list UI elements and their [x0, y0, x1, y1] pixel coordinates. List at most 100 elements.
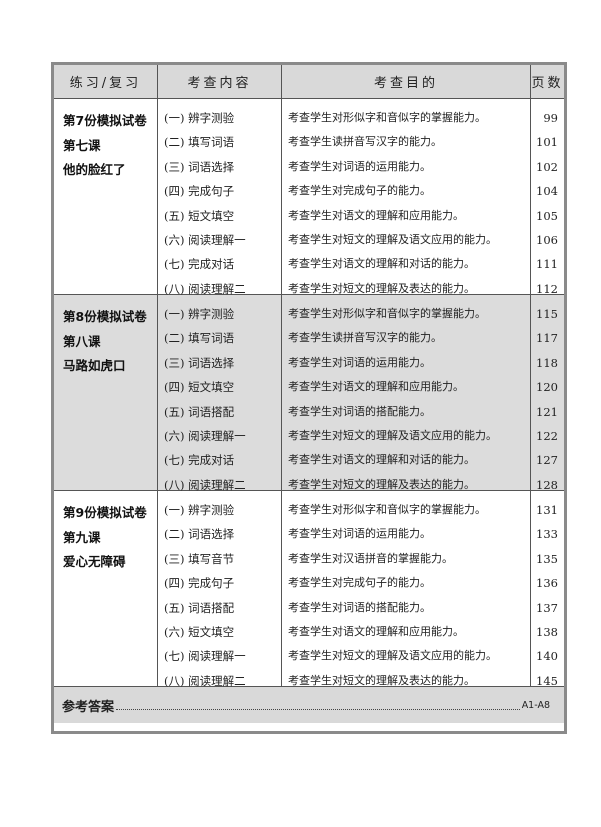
answers-title: 参考答案	[62, 699, 115, 715]
page-column: 115 117 118 120 121 122 127 128	[531, 295, 564, 492]
content-column: (一) 辨字测验 (二) 填写词语 (三) 词语选择 (四) 完成句子 (五) 短文填空…	[158, 99, 282, 296]
section-title-line: 马路如虎口	[63, 358, 126, 373]
section-row: 第7份模拟试卷 第七课 他的脸红了 (一) 辨字测验 (二) 填写词语 (三) 词语选择(…	[54, 99, 564, 296]
table-header: 练习/复习 考查内容 考查目的 页数	[54, 65, 564, 99]
item-content[interactable]: (七) 完成对话	[164, 453, 235, 468]
header-pages: 页数	[531, 76, 564, 91]
item-page: 118	[536, 355, 558, 370]
item-page: 105	[536, 208, 558, 223]
item-content[interactable]: (三) 填写音节	[164, 551, 235, 566]
item-content[interactable]: (六) 阅读理解一	[164, 428, 246, 443]
item-purpose: 考查学生对形似字和音似字的掌握能力。	[288, 307, 486, 320]
item-content[interactable]: (二) 填写词语	[164, 331, 235, 346]
section-title-line: 第九课	[63, 529, 101, 545]
item-page: 117	[536, 331, 558, 346]
item-content[interactable]: (八) 阅读理解二	[164, 477, 246, 492]
item-page: 131	[536, 503, 558, 517]
item-content[interactable]: (三) 词语选择	[164, 355, 235, 370]
item-page: 115	[536, 307, 558, 321]
contents-table: 练习/复习 考查内容 考查目的 页数 第7份模拟试卷 第七课他的脸红了 (一) 辨字…	[51, 62, 567, 734]
item-page: 120	[536, 380, 558, 395]
item-content[interactable]: (八) 阅读理解二	[164, 281, 246, 296]
section-title-line: 他的脸红了	[63, 162, 126, 177]
item-purpose: 考查学生对完成句子的能力。	[288, 184, 431, 198]
item-purpose: 考查学生对形似字和音似字的掌握能力。	[288, 111, 486, 124]
item-page: 135	[536, 551, 558, 566]
item-page: 136	[536, 576, 558, 591]
section-title: 第8份模拟试卷 第八课马路如虎口	[54, 295, 158, 490]
item-purpose: 考查学生对词语的搭配能力。	[288, 404, 431, 418]
item-purpose: 考查学生对词语的运用能力。	[288, 355, 431, 369]
item-page: 133	[536, 527, 558, 542]
item-content[interactable]: (五) 词语搭配	[164, 404, 235, 419]
item-content[interactable]: (四) 完成句子	[164, 576, 235, 591]
header-purpose: 考查目的	[282, 65, 531, 98]
header-practice: 练习/复习	[54, 65, 158, 98]
section-row: 第9份模拟试卷 第九课 爱心无障碍 (一) 辨字测验 (二) 词语选择 (三) 填写音节(…	[54, 491, 564, 688]
item-purpose: 考查学生对语文的理解和应用能力。	[288, 208, 464, 222]
item-content[interactable]: (四) 短文填空	[164, 380, 235, 395]
item-page: 145	[536, 673, 558, 688]
section-title-line: 第八课	[63, 333, 101, 349]
page-column: 131 133 135 136 137 138 140 145	[531, 491, 564, 688]
item-page: 121	[536, 404, 558, 419]
item-page: 138	[536, 624, 558, 639]
section-title: 第9份模拟试卷 第九课爱心无障碍	[54, 491, 158, 686]
item-content[interactable]: (一) 辨字测验	[164, 111, 235, 125]
item-content[interactable]: (七) 完成对话	[164, 257, 235, 272]
item-purpose: 考查学生对短文的理解及语文应用的能力。	[288, 649, 497, 663]
answers-pages: A1-A8	[521, 699, 550, 711]
item-purpose: 考查学生对形似字和音似字的掌握能力。	[288, 503, 486, 516]
item-page: 102	[536, 159, 558, 174]
header-content: 考查内容	[158, 65, 282, 98]
item-page: 101	[536, 135, 558, 150]
item-purpose: 考查学生对短文的理解及表达的能力。	[288, 281, 475, 295]
item-content[interactable]: (一) 辨字测验	[164, 503, 235, 517]
item-purpose: 考查学生对短文的理解及表达的能力。	[288, 673, 475, 687]
item-page: 140	[536, 649, 558, 664]
item-purpose: 考查学生对短文的理解及表达的能力。	[288, 477, 475, 491]
item-page: 106	[536, 232, 558, 247]
item-purpose: 考查学生对完成句子的能力。	[288, 576, 431, 590]
item-page: 128	[536, 477, 558, 492]
item-content[interactable]: (五) 短文填空	[164, 208, 235, 223]
leader-dots	[116, 701, 520, 710]
item-content[interactable]: (七) 阅读理解一	[164, 649, 246, 664]
answers-row[interactable]: 参考答案 A1-A8	[54, 687, 564, 723]
content-column: (一) 辨字测验 (二) 词语选择 (三) 填写音节 (四) 完成句子 (五) 词语搭配…	[158, 491, 282, 688]
item-content[interactable]: (四) 完成句子	[164, 184, 235, 199]
item-purpose: 考查学生对语文的理解和对话的能力。	[288, 453, 475, 467]
item-content[interactable]: (六) 阅读理解一	[164, 232, 246, 247]
item-purpose: 考查学生对词语的搭配能力。	[288, 600, 431, 614]
item-purpose: 考查学生读拼音写汉字的能力。	[288, 135, 442, 149]
content-column: (一) 辨字测验 (二) 填写词语 (三) 词语选择 (四) 短文填空 (五) 词语搭配…	[158, 295, 282, 492]
item-page: 104	[536, 184, 558, 199]
purpose-column: 考查学生对形似字和音似字的掌握能力。 考查学生对词语的运用能力。考查学生对汉语拼音…	[282, 491, 531, 687]
item-content[interactable]: (二) 词语选择	[164, 527, 235, 542]
purpose-column: 考查学生对形似字和音似字的掌握能力。 考查学生读拼音写汉字的能力。 考查学生对词语的…	[282, 99, 531, 295]
item-content[interactable]: (二) 填写词语	[164, 135, 235, 150]
section-title-line: 第7份模拟试卷	[63, 113, 147, 128]
item-content[interactable]: (六) 短文填空	[164, 624, 235, 639]
section-title-line: 爱心无障碍	[63, 554, 126, 569]
item-purpose: 考查学生对词语的运用能力。	[288, 159, 431, 173]
section-row: 第8份模拟试卷 第八课 马路如虎口 (一) 辨字测验 (二) 填写词语 (三) 词语选择(…	[54, 295, 564, 492]
item-content[interactable]: (一) 辨字测验	[164, 307, 235, 321]
item-page: 99	[543, 111, 558, 125]
item-purpose: 考查学生对短文的理解及语文应用的能力。	[288, 428, 497, 442]
item-page: 127	[536, 453, 558, 468]
item-content[interactable]: (八) 阅读理解二	[164, 673, 246, 688]
item-content[interactable]: (五) 词语搭配	[164, 600, 235, 615]
item-page: 122	[536, 428, 558, 443]
item-purpose: 考查学生对短文的理解及语文应用的能力。	[288, 232, 497, 246]
item-purpose: 考查学生对词语的运用能力。	[288, 527, 431, 541]
item-purpose: 考查学生对语文的理解和应用能力。	[288, 380, 464, 394]
page-column: 99 101 102 104 105 106 111 112	[531, 99, 564, 296]
item-page: 111	[536, 257, 558, 272]
section-title-line: 第9份模拟试卷	[63, 505, 147, 520]
item-content[interactable]: (三) 词语选择	[164, 159, 235, 174]
item-page: 137	[536, 600, 558, 615]
section-title-line: 第七课	[63, 137, 101, 153]
item-purpose: 考查学生对汉语拼音的掌握能力。	[288, 551, 453, 565]
section-title-line: 第8份模拟试卷	[63, 309, 147, 324]
